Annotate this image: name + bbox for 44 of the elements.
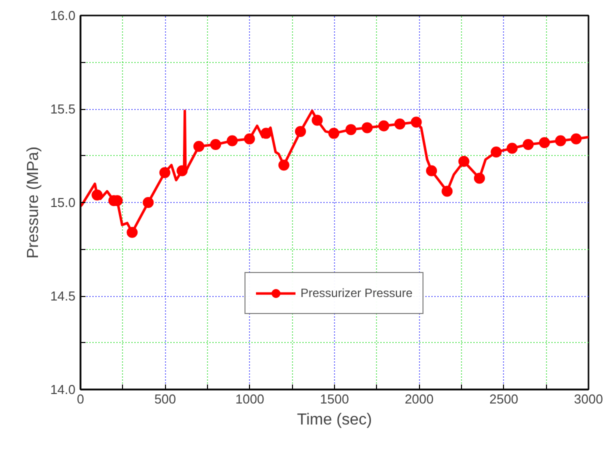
point [345, 124, 356, 136]
point [312, 114, 323, 126]
point [538, 137, 550, 148]
point [555, 135, 566, 146]
x-tick-label: 1000 [235, 392, 264, 406]
point [142, 197, 154, 208]
x-axis-title: Time (sec) [297, 412, 372, 428]
point [442, 186, 453, 197]
point [394, 118, 406, 130]
point [176, 165, 188, 176]
legend-label: Pressurizer Pressure [300, 286, 413, 300]
point [294, 126, 306, 137]
x-tick-label: 2500 [489, 392, 518, 406]
point [328, 128, 340, 139]
point [260, 128, 272, 139]
y-tick-label: 16.0 [50, 8, 76, 23]
point [278, 160, 290, 171]
point [362, 122, 373, 134]
point [410, 116, 422, 128]
point [474, 172, 485, 184]
point [506, 142, 518, 154]
x-tick-label: 0 [76, 392, 84, 406]
x-tick-label: 2000 [404, 392, 434, 406]
point [210, 139, 222, 150]
y-axis-title: Pressure (MPa) [25, 146, 42, 259]
point [126, 226, 138, 238]
point [193, 140, 204, 152]
point [92, 190, 103, 201]
x-tick-label: 3000 [574, 392, 603, 406]
y-tick-label: 15.5 [50, 102, 76, 116]
point [570, 133, 582, 144]
y-tick-label: 14.5 [50, 288, 76, 304]
point [522, 139, 534, 150]
point [490, 146, 502, 158]
point [458, 156, 470, 167]
point [378, 120, 390, 132]
point [159, 167, 170, 178]
x-tick-label: 1500 [320, 392, 349, 406]
x-tick-label: 500 [154, 392, 176, 406]
point [226, 135, 238, 146]
point [244, 133, 255, 144]
point [426, 165, 438, 176]
y-tick-label: 15.0 [50, 195, 76, 210]
y-tick-label: 14.0 [50, 382, 76, 397]
